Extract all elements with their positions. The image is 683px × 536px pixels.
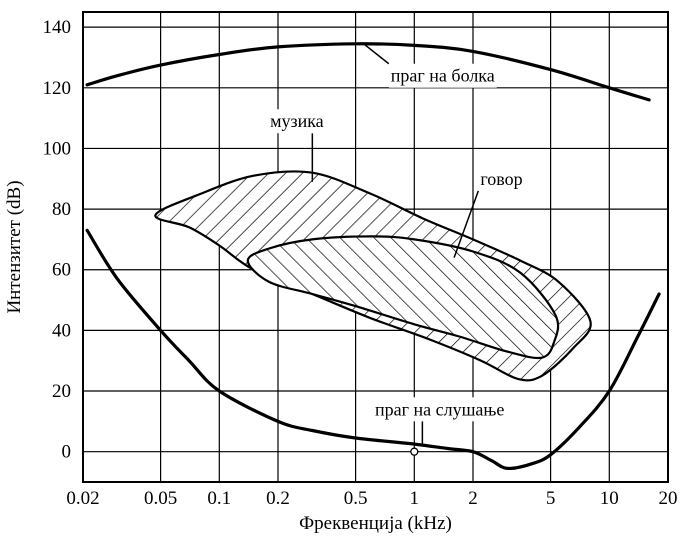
- plot-frame: [82, 11, 669, 483]
- annotation-label: праг на болка: [391, 66, 495, 86]
- y-tick-label: 120: [43, 78, 72, 99]
- annotation-backdrop: [388, 63, 497, 88]
- region-speech: [246, 235, 560, 360]
- x-tick-label: 1: [410, 488, 420, 509]
- x-tick-label: 0.1: [207, 488, 231, 509]
- y-tick-label: 140: [43, 17, 72, 38]
- x-axis-label: Фреквенција (kHz): [299, 513, 452, 534]
- y-tick-label: 0: [62, 442, 72, 463]
- annotation-label: праг на слушање: [375, 399, 504, 419]
- annotations: праг на болка музика говор праг на слушање: [268, 43, 525, 446]
- annotation-leader: [453, 190, 480, 258]
- annotation-label: музика: [270, 111, 324, 131]
- y-tick-label: 80: [52, 199, 71, 220]
- annotation-backdrop: [372, 397, 507, 422]
- curves: [85, 42, 661, 471]
- x-tick-labels: 0.02 0.05 0.1 0.2 0.5 1 2 5 10 20: [66, 488, 677, 509]
- regions: [154, 170, 592, 382]
- y-tick-labels: 0 20 40 60 80 100 120 140: [43, 17, 72, 463]
- y-tick-label: 100: [43, 138, 72, 159]
- hearing-threshold-curve: [85, 228, 661, 471]
- reference-marker: [410, 447, 419, 456]
- annotation-backdrop: [268, 109, 326, 134]
- y-tick-label: 20: [52, 381, 71, 402]
- x-tick-label: 20: [659, 488, 678, 509]
- y-axis-label: Интензитет (dB): [4, 180, 25, 313]
- x-tick-label: 2: [468, 488, 478, 509]
- x-tick-label: 0.05: [144, 488, 177, 509]
- x-tick-label: 0.5: [344, 488, 368, 509]
- x-tick-label: 0.02: [66, 488, 99, 509]
- annotation-label: говор: [480, 169, 522, 189]
- x-tick-label: 5: [546, 488, 556, 509]
- pain-threshold-curve: [85, 42, 651, 102]
- annotation-backdrop: [478, 166, 525, 191]
- x-tick-label: 10: [600, 488, 619, 509]
- y-tick-label: 60: [52, 260, 71, 281]
- annotation-leader: [363, 43, 390, 65]
- x-tick-label: 0.2: [266, 488, 290, 509]
- y-tick-label: 40: [52, 320, 71, 341]
